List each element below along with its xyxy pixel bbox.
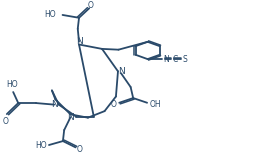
- Text: O: O: [3, 117, 8, 126]
- Text: N: N: [67, 113, 74, 122]
- Text: O: O: [111, 100, 117, 109]
- Text: OH: OH: [150, 100, 161, 109]
- Text: HO: HO: [35, 141, 46, 150]
- Text: S: S: [182, 55, 187, 64]
- Text: HO: HO: [6, 80, 18, 89]
- Text: N: N: [118, 67, 125, 76]
- Text: N: N: [76, 37, 82, 46]
- Text: O: O: [88, 1, 93, 10]
- Text: HO: HO: [45, 10, 56, 19]
- Text: N: N: [164, 55, 169, 64]
- Text: C: C: [173, 55, 178, 64]
- Text: O: O: [77, 145, 83, 154]
- Text: N: N: [51, 100, 58, 109]
